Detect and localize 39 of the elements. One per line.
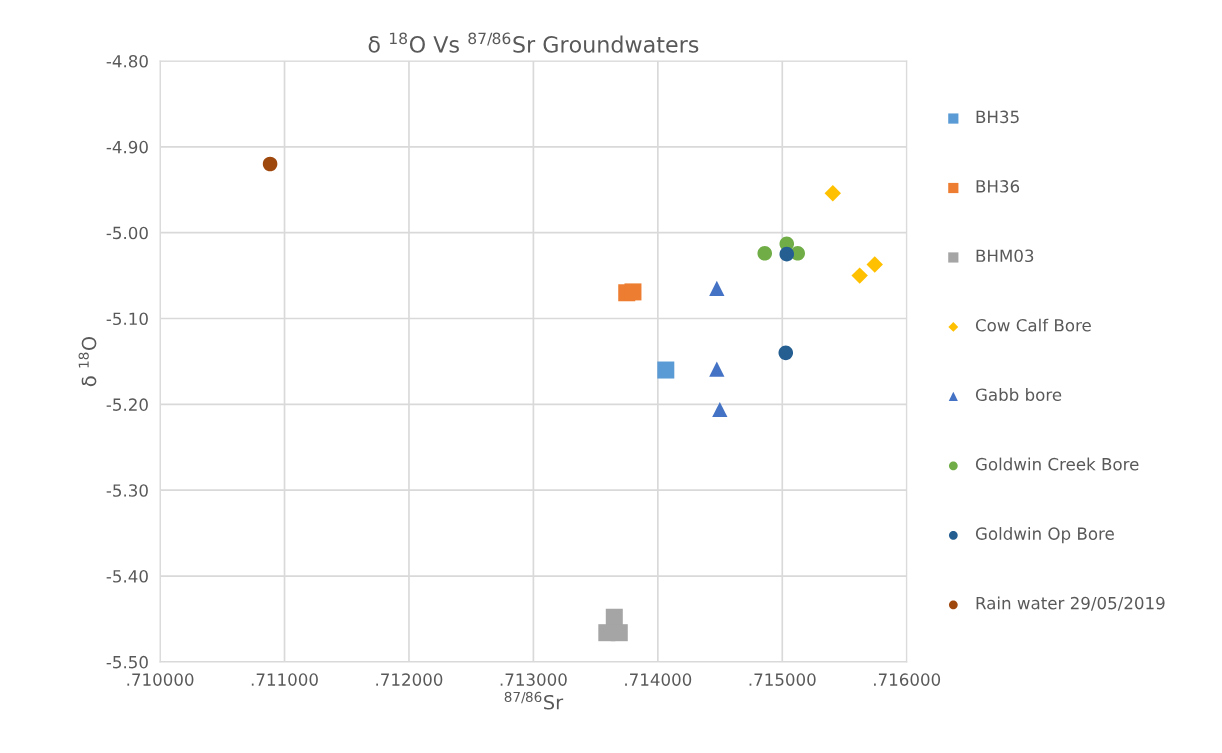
point xyxy=(709,280,725,297)
y-tick-label: -5.50 xyxy=(106,655,148,669)
x-tick-label: .714000 xyxy=(625,673,692,686)
y-axis-title: δ $^{18}$O xyxy=(78,336,97,387)
y-tick-label: -4.80 xyxy=(106,54,148,68)
point xyxy=(779,246,795,262)
point xyxy=(610,624,628,642)
point xyxy=(262,156,278,172)
y-tick-label: -5.30 xyxy=(106,484,148,497)
point xyxy=(824,184,842,202)
x-tick-label: .713000 xyxy=(500,673,567,686)
legend-label: Goldwin Creek Bore xyxy=(975,457,1139,471)
point xyxy=(778,345,794,361)
x-tick-label: .710000 xyxy=(127,673,194,686)
point xyxy=(657,361,675,379)
point xyxy=(709,361,725,377)
legend-label: Gabb bore xyxy=(975,388,1062,402)
x-tick-label: .712000 xyxy=(376,673,443,686)
legend-label: Goldwin Op Bore xyxy=(975,527,1114,544)
x-tick-label: .715000 xyxy=(749,673,816,686)
y-tick-label: -5.40 xyxy=(106,570,148,583)
x-axis-title: $^{87/86}$Sr xyxy=(504,691,564,710)
chart-title: δ $^{18}$O Vs $^{87/86}$Sr Groundwaters xyxy=(368,32,699,53)
y-tick-label: -4.90 xyxy=(106,140,148,154)
legend-label: BH36 xyxy=(976,180,1020,193)
point xyxy=(851,267,868,284)
x-tick-label: .716000 xyxy=(874,673,941,686)
legend-label: BH35 xyxy=(976,110,1019,124)
legend-label: Cow Calf Bore xyxy=(975,318,1091,332)
legend-label: Rain water 29/05/2019 xyxy=(976,596,1165,611)
legend-label: BHM03 xyxy=(976,249,1034,263)
point xyxy=(757,246,773,261)
point xyxy=(866,256,883,273)
point xyxy=(624,283,642,301)
point xyxy=(712,401,728,418)
y-tick-label: -5.20 xyxy=(106,398,148,411)
x-tick-label: .711000 xyxy=(251,673,318,686)
y-tick-label: -5.10 xyxy=(106,312,148,326)
y-tick-label: -5.00 xyxy=(106,226,148,240)
